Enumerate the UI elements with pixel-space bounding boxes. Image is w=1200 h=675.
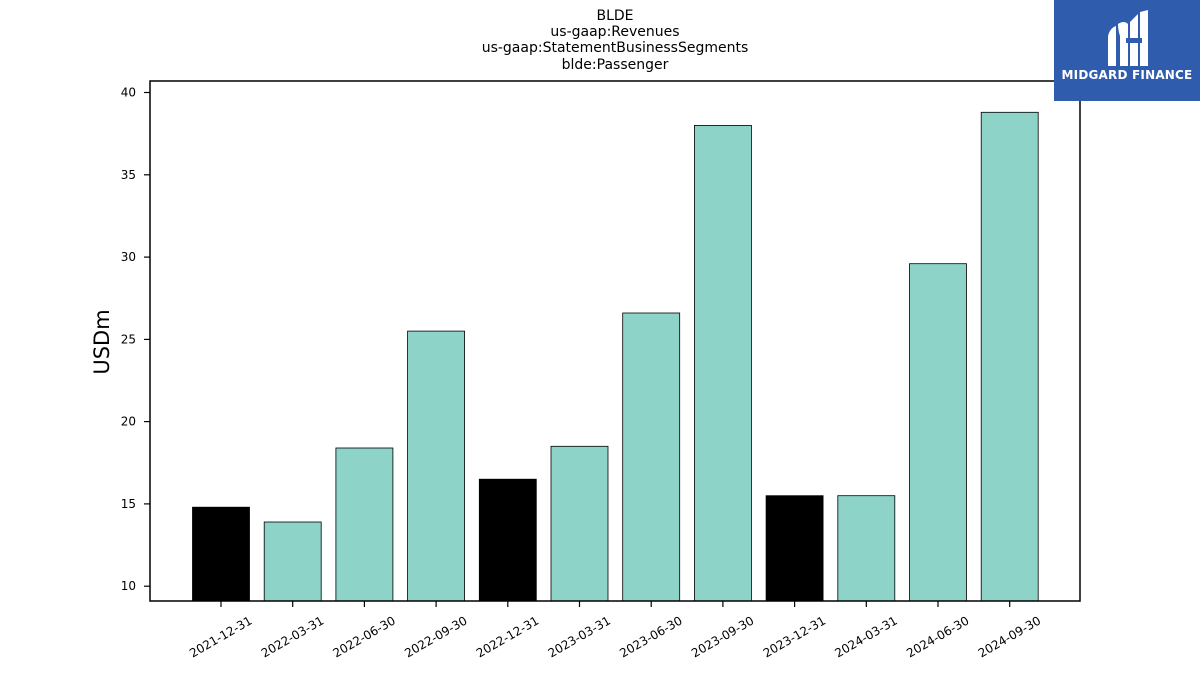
title-line-2: us-gaap:Revenues [550,24,679,40]
x-tick-label: 2022-06-30 [330,613,397,660]
midgard-finance-logo: MIDGARD FINANCE [1054,0,1200,101]
bar-2024-06-30 [909,263,967,602]
title-line-1: BLDE [596,8,633,24]
y-tick-label: 25 [121,332,136,346]
bar-2024-03-31 [837,495,896,602]
x-tick-label: 2022-12-31 [474,613,541,660]
chart-title: BLDE us-gaap:Revenues us-gaap:StatementB… [482,8,749,73]
x-tick-label: 2022-03-31 [259,613,326,660]
bars [192,111,1039,602]
bar-2023-09-30 [694,125,752,602]
y-tick-label: 15 [121,497,136,511]
x-tick-label: 2024-06-30 [904,613,971,660]
x-tick-label: 2023-12-31 [761,613,828,660]
y-tick-label: 30 [121,250,136,264]
bar-2023-06-30 [622,312,681,602]
y-tick-label: 35 [121,168,136,182]
bar-2023-03-31 [550,445,609,602]
midgard-logo-icon [1108,10,1148,66]
y-tick-label: 20 [121,415,136,429]
logo-text: MIDGARD FINANCE [1061,68,1193,82]
x-tick-label: 2023-03-31 [546,613,613,660]
y-axis-label: USDm [90,309,114,374]
title-line-4: blde:Passenger [562,57,669,73]
bar-2022-06-30 [335,447,394,602]
x-axis-ticks: 2021-12-31 2022-03-31 2022-06-30 2022-09-30… [187,601,1043,660]
x-tick-label: 2023-09-30 [689,613,756,660]
bar-2021-12-31 [192,506,250,602]
x-tick-label: 2024-03-31 [832,613,899,660]
y-tick-label: 40 [121,86,136,100]
bar-2022-09-30 [407,330,466,602]
y-axis-ticks: 10 15 20 25 30 35 40 [121,86,150,593]
bar-2022-03-31 [263,521,322,602]
x-tick-label: 2022-09-30 [402,613,469,660]
x-tick-label: 2021-12-31 [187,613,254,660]
bar-2022-12-31 [478,478,537,602]
x-tick-label: 2024-09-30 [976,613,1043,660]
bar-2023-12-31 [765,495,824,602]
y-tick-label: 10 [121,579,136,593]
x-tick-label: 2023-06-30 [617,613,684,660]
bar-2024-09-30 [980,111,1039,602]
title-line-3: us-gaap:StatementBusinessSegments [482,40,749,56]
plot-frame [149,80,1081,602]
